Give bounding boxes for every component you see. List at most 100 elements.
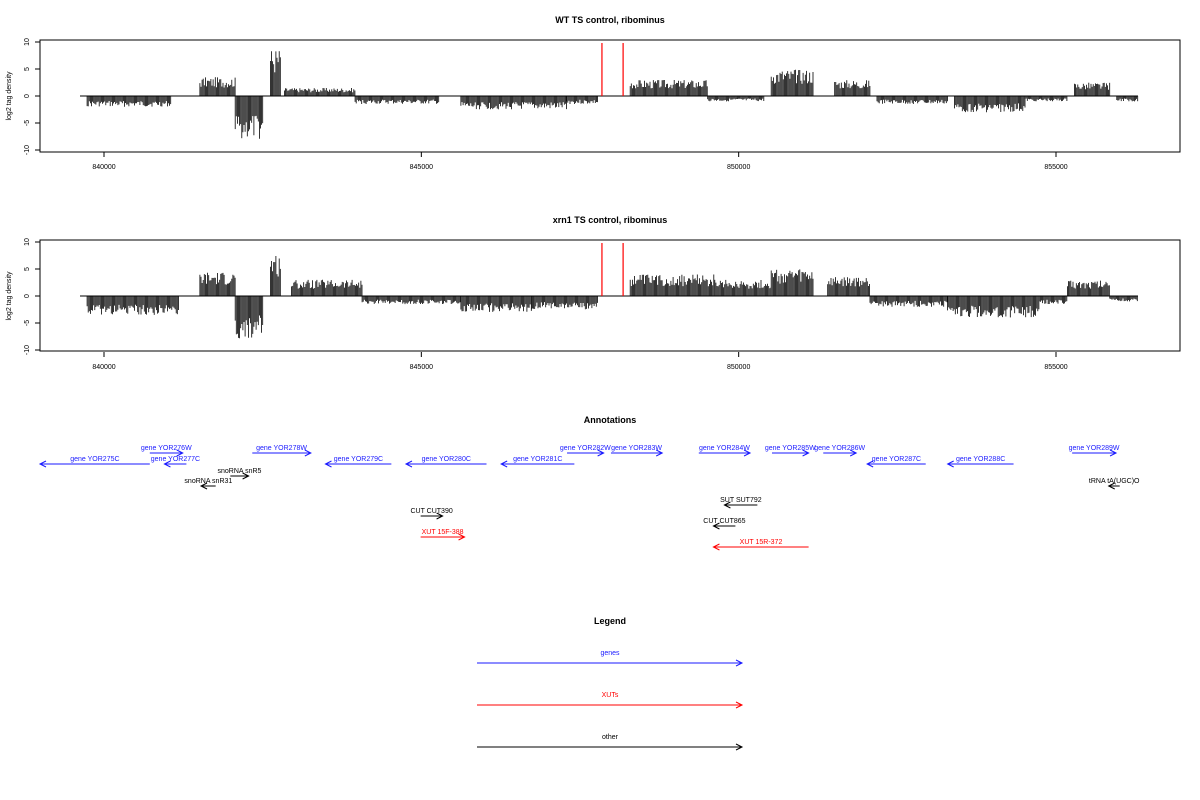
x-tick-label: 855000 xyxy=(1044,164,1067,171)
y-tick-label: -10 xyxy=(24,145,31,155)
feature-layer: gene YOR275C gene YOR276W gene YOR277C gene… xyxy=(38,445,1140,551)
feature-arrow-head xyxy=(866,460,874,468)
marker-layer xyxy=(601,243,624,296)
feature-gene: gene YOR275C xyxy=(38,456,150,468)
y-axis-label: log2 tag density xyxy=(6,71,13,121)
feature-other: CUT CUT865 xyxy=(703,518,746,530)
y-axis-label: log2 tag density xyxy=(6,271,13,321)
feature-gene: gene YOR288C xyxy=(946,456,1014,468)
feature-gene: gene YOR278W xyxy=(252,445,312,457)
feature-label: gene YOR283W xyxy=(611,445,662,452)
feature-label: gene YOR280C xyxy=(422,456,471,463)
legend-label: other xyxy=(602,734,619,741)
x-tick-label: 845000 xyxy=(410,164,433,171)
feature-label: gene YOR284W xyxy=(699,445,750,452)
legend-item-other: other xyxy=(477,734,744,751)
y-tick-label: 10 xyxy=(24,38,31,46)
feature-arrow-head xyxy=(242,472,250,480)
track-title: xrn1 TS control, ribominus xyxy=(553,215,668,225)
feature-arrow-head xyxy=(404,460,413,468)
bar-layer xyxy=(86,51,1139,139)
feature-label: tRNA tA(UGC)O xyxy=(1089,478,1140,485)
feature-arrow-head xyxy=(1107,482,1115,490)
feature-label: XUT 15R-372 xyxy=(740,539,783,546)
y-tick-label: 0 xyxy=(24,94,31,98)
marker-layer xyxy=(601,43,624,96)
feature-label: CUT CUT865 xyxy=(703,518,745,525)
x-tick-label: 855000 xyxy=(1044,364,1067,371)
feature-label: CUT CUT390 xyxy=(410,508,452,515)
feature-arrow-head xyxy=(324,460,332,468)
feature-label: gene YOR277C xyxy=(151,456,200,463)
feature-label: gene YOR289W xyxy=(1069,445,1120,452)
feature-arrow-head xyxy=(1109,449,1118,457)
x-tick-label: 845000 xyxy=(410,364,433,371)
y-tick-label: 0 xyxy=(24,294,31,298)
legend-title: Legend xyxy=(594,616,626,626)
feature-gene: gene YOR277C xyxy=(151,456,200,468)
feature-xut: XUT 15F-388 xyxy=(420,529,466,541)
track-panel-xrn1: xrn1 TS control, ribominus log2 tag dens… xyxy=(6,215,1181,371)
feature-label: SUT SUT792 xyxy=(720,497,762,504)
feature-gene: gene YOR289W xyxy=(1069,445,1120,457)
feature-other: CUT CUT390 xyxy=(410,508,453,520)
track-title: WT TS control, ribominus xyxy=(555,15,665,25)
feature-gene: gene YOR287C xyxy=(866,456,926,468)
feature-other: snoRNA snR5 xyxy=(217,468,262,480)
feature-arrow-head xyxy=(436,512,444,520)
y-axis: 10 5 0 -5 -10 xyxy=(24,238,40,355)
feature-arrow-head xyxy=(802,449,810,457)
feature-gene: gene YOR284W xyxy=(698,445,752,457)
x-tick-label: 840000 xyxy=(92,164,115,171)
track-panel-wt: WT TS control, ribominus log2 tag densit… xyxy=(6,15,1181,171)
feature-arrow-head xyxy=(458,533,466,541)
feature-gene: gene YOR279C xyxy=(324,456,392,468)
feature-arrow-head xyxy=(743,449,752,457)
feature-arrow-head xyxy=(500,460,508,468)
x-axis: 840000 845000 850000 855000 xyxy=(92,352,1068,371)
legend-item-gene: genes xyxy=(477,650,744,667)
feature-gene: gene YOR285W xyxy=(765,445,816,457)
feature-gene: gene YOR283W xyxy=(610,445,664,457)
legend-arrow-head xyxy=(735,743,744,751)
bar-layer xyxy=(86,256,1138,339)
legend-arrow-head xyxy=(735,659,744,667)
feature-other: SUT SUT792 xyxy=(720,497,762,509)
feature-arrow-head xyxy=(176,449,184,457)
legend-label: XUTs xyxy=(602,692,619,699)
feature-label: gene YOR288C xyxy=(956,456,1005,463)
feature-gene: gene YOR280C xyxy=(404,456,487,468)
feature-arrow-head xyxy=(304,449,312,457)
feature-arrow-head xyxy=(199,482,208,490)
feature-label: gene YOR275C xyxy=(70,456,119,463)
y-tick-label: 5 xyxy=(24,67,31,71)
feature-arrow-head xyxy=(655,449,664,457)
feature-label: gene YOR276W xyxy=(141,445,192,452)
feature-gene: gene YOR281C xyxy=(500,456,575,468)
feature-label: gene YOR287C xyxy=(872,456,921,463)
feature-label: gene YOR279C xyxy=(334,456,383,463)
y-tick-label: 5 xyxy=(24,267,31,271)
feature-label: snoRNA snR31 xyxy=(184,478,232,485)
feature-label: snoRNA snR5 xyxy=(217,468,261,475)
feature-arrow-head xyxy=(723,501,731,509)
legend-item-xut: XUTs xyxy=(477,692,744,709)
y-tick-label: 10 xyxy=(24,238,31,246)
y-tick-label: -5 xyxy=(24,120,31,126)
feature-arrow-head xyxy=(38,460,47,468)
x-tick-label: 850000 xyxy=(727,164,750,171)
x-tick-label: 840000 xyxy=(92,364,115,371)
feature-other: snoRNA snR31 xyxy=(184,478,232,490)
feature-gene: gene YOR276W xyxy=(141,445,192,457)
feature-gene: gene YOR282W xyxy=(560,445,611,457)
feature-gene: gene YOR286W xyxy=(814,445,866,457)
feature-label: gene YOR278W xyxy=(256,445,307,452)
feature-arrow-head xyxy=(163,460,171,468)
feature-label: gene YOR281C xyxy=(513,456,562,463)
legend-label: genes xyxy=(600,650,620,657)
x-axis: 840000 845000 850000 855000 xyxy=(92,152,1068,171)
feature-label: XUT 15F-388 xyxy=(422,529,464,536)
feature-arrow-head xyxy=(946,460,954,468)
